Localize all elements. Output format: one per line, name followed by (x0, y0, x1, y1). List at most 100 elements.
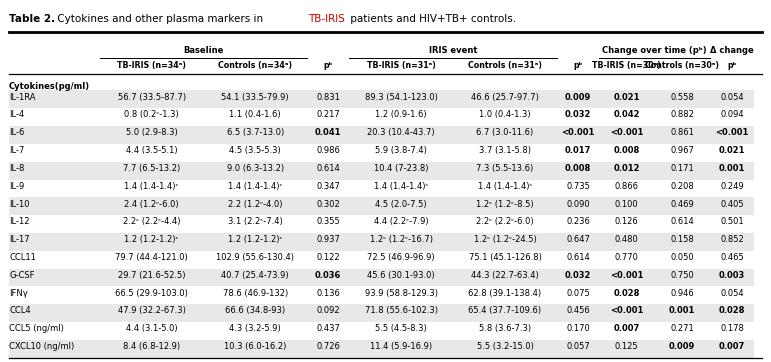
Text: 1.2 (1.2-1.2)ᶜ: 1.2 (1.2-1.2)ᶜ (124, 235, 179, 244)
Text: 0.054: 0.054 (720, 93, 744, 102)
Text: 0.480: 0.480 (614, 235, 638, 244)
Text: 1.4 (1.4-1.4)ᶜ: 1.4 (1.4-1.4)ᶜ (124, 182, 179, 191)
Text: 0.946: 0.946 (670, 289, 694, 298)
Bar (9, 180, 754, 197)
Text: 0.456: 0.456 (566, 306, 590, 315)
Text: 0.347: 0.347 (316, 182, 340, 191)
Text: 0.009: 0.009 (669, 342, 695, 351)
Text: 0.271: 0.271 (670, 324, 694, 333)
Text: 8.4 (6.8-12.9): 8.4 (6.8-12.9) (123, 342, 180, 351)
Text: 0.236: 0.236 (566, 217, 590, 226)
Text: 2.2ᶜ (2.2ᶜ-4.4): 2.2ᶜ (2.2ᶜ-4.4) (123, 217, 180, 226)
Text: 0.136: 0.136 (316, 289, 340, 298)
Text: 62.8 (39.1-138.4): 62.8 (39.1-138.4) (469, 289, 541, 298)
Text: CCL11: CCL11 (9, 253, 36, 262)
Text: 0.057: 0.057 (566, 342, 590, 351)
Text: 47.9 (32.2-67.3): 47.9 (32.2-67.3) (118, 306, 186, 315)
Text: Controls (n=31ᵃ): Controls (n=31ᵃ) (468, 62, 542, 70)
Text: 1.2ᶜ (1.2ᶜ-16.7): 1.2ᶜ (1.2ᶜ-16.7) (370, 235, 433, 244)
Text: 10.4 (7-23.8): 10.4 (7-23.8) (374, 164, 429, 173)
Bar (9, 144, 754, 162)
Bar (9, 251, 754, 269)
Bar (9, 215, 754, 233)
Text: 0.021: 0.021 (719, 146, 746, 155)
Text: pᵇ: pᵇ (727, 62, 736, 70)
Text: 75.1 (45.1-126.8): 75.1 (45.1-126.8) (469, 253, 541, 262)
Text: 0.092: 0.092 (316, 306, 340, 315)
Text: Cytokines(pg/ml): Cytokines(pg/ml) (9, 82, 90, 91)
Text: pᵇ: pᵇ (324, 62, 333, 70)
Text: 0.614: 0.614 (316, 164, 340, 173)
Text: 0.001: 0.001 (719, 164, 745, 173)
Text: 0.050: 0.050 (670, 253, 694, 262)
Text: 71.8 (55.6-102.3): 71.8 (55.6-102.3) (365, 306, 438, 315)
Text: 0.208: 0.208 (670, 182, 694, 191)
Text: 0.405: 0.405 (720, 199, 744, 209)
Text: 0.090: 0.090 (566, 199, 590, 209)
Bar (9, 286, 754, 304)
Text: 0.614: 0.614 (566, 253, 590, 262)
Bar (9, 340, 754, 358)
Text: 0.170: 0.170 (566, 324, 590, 333)
Text: 5.9 (3.8-7.4): 5.9 (3.8-7.4) (375, 146, 427, 155)
Text: 3.1 (2.2ᶜ-7.4): 3.1 (2.2ᶜ-7.4) (228, 217, 283, 226)
Text: 4.4 (3.1-5.0): 4.4 (3.1-5.0) (126, 324, 177, 333)
Text: 0.866: 0.866 (614, 182, 638, 191)
Text: IL-17: IL-17 (9, 235, 30, 244)
Bar (9, 304, 754, 322)
Text: 1.2 (0.9-1.6): 1.2 (0.9-1.6) (375, 110, 427, 119)
Text: IL-4: IL-4 (9, 110, 25, 119)
Bar (9, 162, 754, 180)
Text: 0.028: 0.028 (719, 306, 745, 315)
Text: 5.5 (4.5-8.3): 5.5 (4.5-8.3) (375, 324, 427, 333)
Text: 0.021: 0.021 (614, 93, 640, 102)
Bar (9, 233, 754, 251)
Text: 0.075: 0.075 (566, 289, 590, 298)
Text: 56.7 (33.5-87.7): 56.7 (33.5-87.7) (117, 93, 186, 102)
Text: 0.007: 0.007 (614, 324, 640, 333)
Text: 4.4 (3.5-5.1): 4.4 (3.5-5.1) (126, 146, 177, 155)
Text: 0.501: 0.501 (720, 217, 744, 226)
Text: 0.770: 0.770 (614, 253, 638, 262)
Bar (9, 197, 754, 215)
Text: 54.1 (33.5-79.9): 54.1 (33.5-79.9) (221, 93, 289, 102)
Text: 3.7 (3.1-5.8): 3.7 (3.1-5.8) (479, 146, 531, 155)
Text: 0.100: 0.100 (615, 199, 638, 209)
Text: CXCL10 (ng/ml): CXCL10 (ng/ml) (9, 342, 74, 351)
Text: pᵇ: pᵇ (574, 62, 583, 70)
Text: 65.4 (37.7-109.6): 65.4 (37.7-109.6) (469, 306, 541, 315)
Text: 44.3 (22.7-63.4): 44.3 (22.7-63.4) (471, 271, 539, 280)
Text: Cytokines and other plasma markers in: Cytokines and other plasma markers in (54, 14, 266, 24)
Text: 0.302: 0.302 (316, 199, 340, 209)
Text: 0.171: 0.171 (670, 164, 694, 173)
Text: CCL5 (ng/ml): CCL5 (ng/ml) (9, 324, 64, 333)
Text: IL-10: IL-10 (9, 199, 29, 209)
Text: 0.882: 0.882 (670, 110, 694, 119)
Text: 1.2 (1.2-1.2)ᶜ: 1.2 (1.2-1.2)ᶜ (228, 235, 282, 244)
Text: 78.6 (46.9-132): 78.6 (46.9-132) (223, 289, 288, 298)
Text: 1.2ᶜ (1.2ᶜ-8.5): 1.2ᶜ (1.2ᶜ-8.5) (476, 199, 534, 209)
Text: 0.008: 0.008 (565, 164, 591, 173)
Text: 0.614: 0.614 (670, 217, 694, 226)
Bar (9, 269, 754, 286)
Text: 9.0 (6.3-13.2): 9.0 (6.3-13.2) (227, 164, 284, 173)
Text: 40.7 (25.4-73.9): 40.7 (25.4-73.9) (221, 271, 289, 280)
Text: 2.2 (1.2ᶜ-4.0): 2.2 (1.2ᶜ-4.0) (228, 199, 282, 209)
Text: IRIS event: IRIS event (429, 46, 477, 55)
Text: 0.158: 0.158 (670, 235, 694, 244)
Text: IL-6: IL-6 (9, 128, 25, 137)
Text: 0.036: 0.036 (315, 271, 342, 280)
Text: IL-8: IL-8 (9, 164, 25, 173)
Text: 0.750: 0.750 (670, 271, 694, 280)
Text: 0.937: 0.937 (316, 235, 340, 244)
Text: 7.7 (6.5-13.2): 7.7 (6.5-13.2) (123, 164, 180, 173)
Text: 0.032: 0.032 (564, 271, 591, 280)
Text: 0.465: 0.465 (720, 253, 744, 262)
Text: 1.1 (0.4-1.6): 1.1 (0.4-1.6) (230, 110, 281, 119)
Text: CCL4: CCL4 (9, 306, 31, 315)
Text: 0.126: 0.126 (614, 217, 638, 226)
Text: 1.2ᶜ (1.2ᶜ-24.5): 1.2ᶜ (1.2ᶜ-24.5) (473, 235, 537, 244)
Text: 6.7 (3.0-11.6): 6.7 (3.0-11.6) (476, 128, 534, 137)
Text: 1.4 (1.4-1.4)ᶜ: 1.4 (1.4-1.4)ᶜ (228, 182, 282, 191)
Text: 0.122: 0.122 (316, 253, 340, 262)
